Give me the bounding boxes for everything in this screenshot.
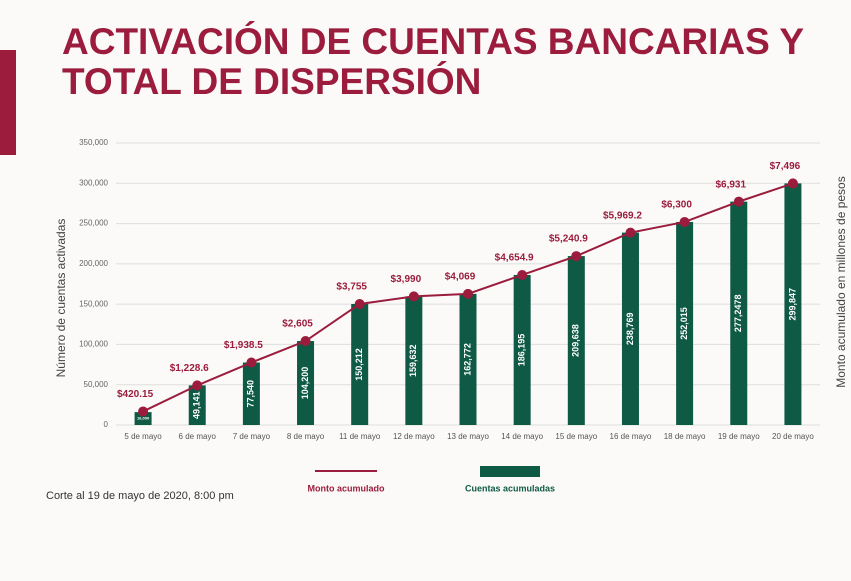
line-value-label: $4,654.9 <box>495 253 534 264</box>
line-value-label: $3,755 <box>336 282 367 293</box>
line-value-label: $7,496 <box>770 161 801 172</box>
x-tick-label: 15 de mayo <box>555 432 597 441</box>
bar <box>621 232 639 425</box>
bar-value-label: 238,769 <box>625 313 635 346</box>
line-value-label: $5,969.2 <box>603 210 642 221</box>
line-point <box>300 336 311 347</box>
x-tick-label: 5 de mayo <box>124 432 162 441</box>
bar-value-label: 150,212 <box>354 348 364 381</box>
y-tick-label: 200,000 <box>79 259 108 268</box>
line-point <box>517 269 528 280</box>
x-tick-label: 7 de mayo <box>233 432 271 441</box>
line-point <box>787 178 798 189</box>
bar <box>784 183 802 425</box>
line-value-label: $420.15 <box>117 389 154 400</box>
y-tick-label: 300,000 <box>79 178 108 187</box>
line-value-label: $4,069 <box>445 272 476 283</box>
line-point <box>246 357 257 368</box>
bar <box>188 385 206 425</box>
bar-value-label: 186,195 <box>517 334 527 367</box>
y-tick-label: 100,000 <box>79 340 108 349</box>
x-tick-label: 19 de mayo <box>718 432 760 441</box>
bar <box>134 412 152 425</box>
bar-value-label: 252,015 <box>679 307 689 340</box>
bar <box>567 256 585 425</box>
line-value-label: $1,938.5 <box>224 340 263 351</box>
x-tick-label: 14 de mayo <box>501 432 543 441</box>
line-point <box>354 298 365 309</box>
legend-label: Cuentas acumuladas <box>465 483 555 493</box>
note: Corte al 19 de mayo de 2020, 8:00 pm <box>46 490 234 502</box>
legend-label: Monto acumulado <box>308 483 385 493</box>
bar-value-label: 104,200 <box>300 367 310 400</box>
x-tick-label: 16 de mayo <box>610 432 652 441</box>
x-tick-label: 18 de mayo <box>664 432 706 441</box>
bar <box>297 341 315 425</box>
x-tick-label: 6 de mayo <box>179 432 217 441</box>
bar-value-label: 49,141 <box>192 391 202 419</box>
y2-axis-label: Monto acumulado en millones de pesos <box>834 176 848 387</box>
x-tick-label: 20 de mayo <box>772 432 814 441</box>
legend-swatch <box>480 466 540 477</box>
y-tick-label: 350,000 <box>79 138 108 147</box>
line-point <box>463 288 473 299</box>
bar <box>730 201 748 425</box>
x-tick-label: 13 de mayo <box>447 432 489 441</box>
x-tick-label: 8 de mayo <box>287 432 325 441</box>
y-axis-label: Número de cuentas activadas <box>54 219 68 378</box>
bar-value-label: 162,772 <box>462 343 472 376</box>
bar-value-label: 77,540 <box>246 380 256 408</box>
line-point <box>625 227 636 238</box>
line-value-label: $6,931 <box>715 179 746 190</box>
bar <box>513 274 531 425</box>
bar-value-label: 209,638 <box>571 324 581 357</box>
accent-bar <box>0 50 16 155</box>
y-tick-label: 0 <box>104 420 109 429</box>
bar-value-label: 159,632 <box>408 344 418 377</box>
line-value-label: $1,228.6 <box>170 363 209 374</box>
bar <box>459 293 477 425</box>
line-point <box>679 216 690 227</box>
line-value-label: $2,605 <box>282 319 313 330</box>
line-point <box>408 291 419 302</box>
y-tick-label: 50,000 <box>84 380 109 389</box>
line-value-label: $6,300 <box>661 200 692 211</box>
x-tick-label: 12 de mayo <box>393 432 435 441</box>
bar <box>351 303 369 425</box>
bar-value-label: 16,000 <box>137 416 150 421</box>
bar-value-label: 299,847 <box>787 288 797 321</box>
y-tick-label: 150,000 <box>79 299 108 308</box>
y-tick-label: 250,000 <box>79 219 108 228</box>
line-point <box>138 406 149 417</box>
line-point <box>571 251 582 262</box>
bar <box>676 221 694 425</box>
line-value-label: $5,240.9 <box>549 234 588 245</box>
line-point <box>733 196 744 207</box>
line-value-label: $3,990 <box>391 274 422 285</box>
bar-value-label: 277,2478 <box>733 295 743 333</box>
title: ACTIVACIÓN DE CUENTAS BANCARIAS Y TOTAL … <box>62 21 804 102</box>
bar <box>405 296 423 425</box>
line-point <box>192 380 203 391</box>
bar <box>242 362 260 425</box>
x-tick-label: 11 de mayo <box>339 432 381 441</box>
